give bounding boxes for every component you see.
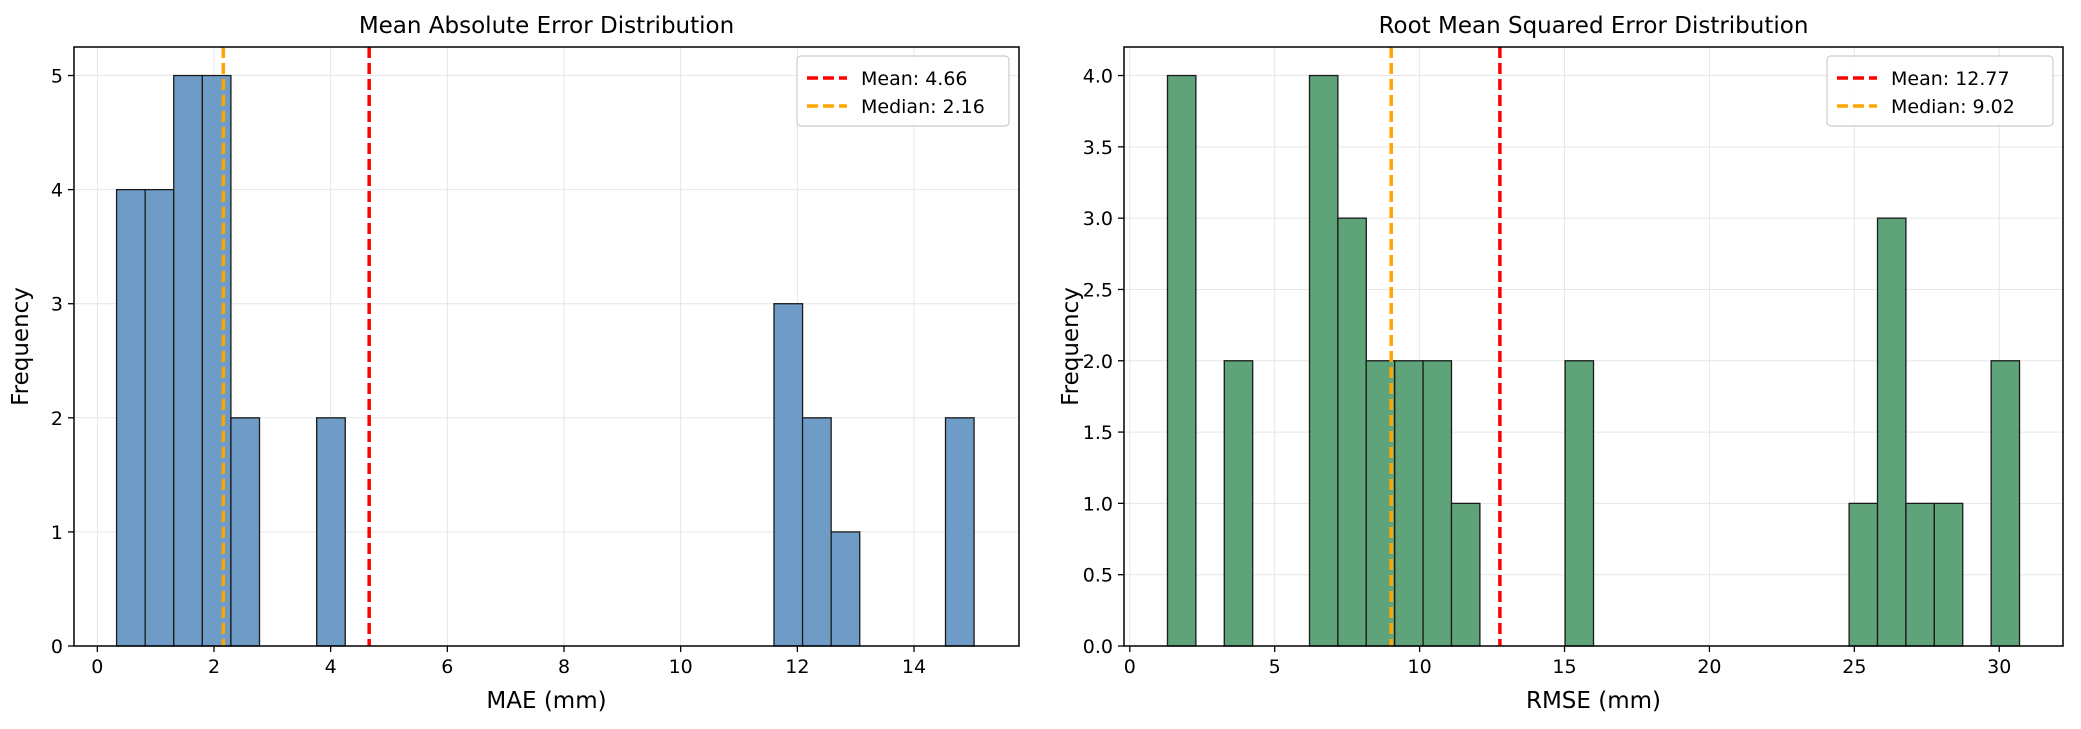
rmse-y-tick-label: 1.5 [1083,422,1113,444]
rmse-y-tick-label: 1.0 [1083,493,1113,515]
rmse-x-tick-label: 10 [1408,656,1432,678]
mae-histogram-bar [773,303,804,647]
rmse-histogram-bar [1905,502,1935,647]
mae-x-tick-label: 14 [902,656,926,678]
rmse-x-tick-label: 25 [1842,656,1866,678]
rmse-histogram-bar [1166,74,1197,647]
rmse-histogram-bar [1876,217,1907,647]
rmse-y-tick-label: 2.0 [1083,351,1113,373]
rmse-histogram-bar [1450,502,1481,647]
mae-y-tick-label: 4 [51,180,63,202]
rmse-y-tick-label: 4.0 [1083,66,1113,88]
rmse-x-axis-label: RMSE (mm) [1526,688,1661,714]
mae-histogram-bar [830,531,861,647]
mae-legend-median-label: Median: 2.16 [861,96,985,118]
mae-histogram-bar [144,188,175,647]
mae-y-tick-label: 1 [51,522,63,544]
mae-x-tick-label: 10 [669,656,693,678]
rmse-x-ticks: 0 5 10 15 20 25 30 [1124,646,2011,678]
rmse-legend-mean-label: Mean: 12.77 [1891,68,2010,90]
mae-x-tick-label: 6 [441,656,453,678]
rmse-histogram-panel: 0 5 10 15 20 25 30 0.0 0.5 1.0 1.5 2.0 2.5 3.0 3.5 4.0… [1058,13,2064,714]
rmse-histogram-bar [1308,74,1339,647]
rmse-y-tick-label: 3.0 [1083,208,1113,230]
mae-y-ticks: 0 1 2 3 4 5 [51,66,74,658]
rmse-x-tick-label: 5 [1269,656,1281,678]
mae-y-tick-label: 2 [51,408,63,430]
mae-histogram-bar [801,417,832,647]
rmse-x-tick-label: 20 [1697,656,1721,678]
rmse-legend-box [1826,55,2054,127]
rmse-y-tick-label: 0.0 [1083,636,1113,658]
rmse-histogram-bar [1990,360,2021,647]
rmse-legend: Mean: 12.77 Median: 9.02 [1826,55,2054,127]
rmse-y-tick-label: 3.5 [1083,137,1113,159]
mae-x-tick-label: 4 [325,656,337,678]
mae-histogram-bar [316,417,346,647]
mae-legend-box [796,55,1010,127]
rmse-x-tick-label: 30 [1987,656,2011,678]
rmse-axes-frame [1123,46,2064,647]
rmse-histogram-bar [1223,360,1254,647]
rmse-y-tick-label: 2.5 [1083,279,1113,301]
rmse-histogram-bar [1848,502,1879,647]
rmse-histogram-bar [1337,217,1367,647]
mae-x-tick-label: 0 [91,656,103,678]
mae-x-tick-label: 2 [208,656,220,678]
rmse-histogram-bar [1933,502,1964,647]
rmse-y-axis-label: Frequency [1058,287,1084,406]
rmse-stat-lines [1389,47,1502,646]
rmse-legend-median-label: Median: 9.02 [1891,96,2015,118]
mae-x-axis-label: MAE (mm) [486,688,606,714]
mae-y-tick-label: 5 [51,66,63,88]
mae-x-tick-label: 8 [558,656,570,678]
mae-histogram-bar [201,74,232,647]
mae-legend: Mean: 4.66 Median: 2.16 [796,55,1010,127]
mae-y-axis-label: Frequency [8,287,34,406]
mae-axes-frame [73,46,1020,647]
mae-x-ticks: 0 2 4 6 8 10 12 14 [91,646,926,678]
mae-histogram-bar [944,417,975,647]
rmse-histogram-bar [1394,360,1424,647]
rmse-x-tick-label: 15 [1552,656,1576,678]
rmse-histogram-bar [1422,360,1453,647]
rmse-x-tick-label: 0 [1124,656,1136,678]
rmse-histogram-bar [1564,360,1595,647]
mae-x-tick-label: 12 [785,656,809,678]
mae-chart-title: Mean Absolute Error Distribution [359,13,734,39]
mae-y-tick-label: 0 [51,636,63,658]
rmse-chart-title: Root Mean Squared Error Distribution [1379,13,1809,39]
mae-stat-lines [221,47,371,646]
rmse-bars [1166,74,2021,647]
mae-histogram-bar [115,188,146,647]
mae-histogram-bar [230,417,261,647]
mae-y-tick-label: 3 [51,294,63,316]
rmse-y-ticks: 0.0 0.5 1.0 1.5 2.0 2.5 3.0 3.5 4.0 [1083,66,1124,658]
rmse-y-tick-label: 0.5 [1083,565,1113,587]
mae-legend-mean-label: Mean: 4.66 [861,68,968,90]
mae-histogram-bar [173,74,203,647]
mae-bars [115,74,975,647]
